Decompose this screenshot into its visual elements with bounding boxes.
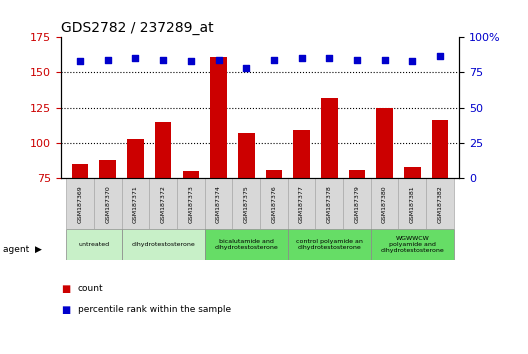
Point xyxy=(297,56,306,61)
Text: GSM187376: GSM187376 xyxy=(271,185,276,223)
Point xyxy=(353,57,361,63)
Text: ■: ■ xyxy=(61,284,70,293)
Point xyxy=(76,58,84,64)
Point xyxy=(408,58,417,64)
Text: GSM187378: GSM187378 xyxy=(327,185,332,223)
Text: control polyamide an
dihydrotestosterone: control polyamide an dihydrotestosterone xyxy=(296,239,363,250)
Bar xyxy=(376,108,393,284)
Bar xyxy=(94,178,121,229)
Text: GSM187371: GSM187371 xyxy=(133,185,138,223)
Point xyxy=(131,56,140,61)
Bar xyxy=(371,229,454,260)
Bar xyxy=(210,57,227,284)
Text: WGWWCW
polyamide and
dihydrotestosterone: WGWWCW polyamide and dihydrotestosterone xyxy=(380,236,444,253)
Bar xyxy=(288,178,315,229)
Bar xyxy=(205,178,232,229)
Bar xyxy=(183,171,199,284)
Text: untreated: untreated xyxy=(78,242,109,247)
Text: GSM187381: GSM187381 xyxy=(410,185,415,223)
Point xyxy=(270,57,278,63)
Text: GSM187372: GSM187372 xyxy=(161,185,166,223)
Text: count: count xyxy=(78,284,103,293)
Bar xyxy=(426,178,454,229)
Point xyxy=(380,57,389,63)
Bar xyxy=(99,160,116,284)
Text: GSM187370: GSM187370 xyxy=(105,185,110,223)
Bar xyxy=(288,229,371,260)
Bar xyxy=(266,170,282,284)
Bar xyxy=(121,229,205,260)
Text: GSM187380: GSM187380 xyxy=(382,185,387,223)
Bar xyxy=(127,139,144,284)
Bar xyxy=(72,164,88,284)
Text: GSM187382: GSM187382 xyxy=(438,185,442,223)
Bar xyxy=(343,178,371,229)
Bar xyxy=(371,178,399,229)
Bar xyxy=(348,170,365,284)
Bar xyxy=(399,178,426,229)
Bar xyxy=(238,133,254,284)
Text: GSM187375: GSM187375 xyxy=(244,185,249,223)
Bar xyxy=(432,120,448,284)
Bar xyxy=(66,178,94,229)
Bar xyxy=(121,178,149,229)
Point xyxy=(186,58,195,64)
Text: GSM187374: GSM187374 xyxy=(216,185,221,223)
Bar xyxy=(293,130,310,284)
Point xyxy=(325,56,334,61)
Point xyxy=(103,57,112,63)
Text: GSM187373: GSM187373 xyxy=(188,185,193,223)
Bar xyxy=(260,178,288,229)
Bar xyxy=(232,178,260,229)
Bar xyxy=(315,178,343,229)
Point xyxy=(242,65,250,71)
Text: agent  ▶: agent ▶ xyxy=(3,245,42,254)
Bar xyxy=(149,178,177,229)
Text: ■: ■ xyxy=(61,305,70,315)
Text: percentile rank within the sample: percentile rank within the sample xyxy=(78,305,231,314)
Text: bicalutamide and
dihydrotestosterone: bicalutamide and dihydrotestosterone xyxy=(214,239,278,250)
Bar xyxy=(404,167,421,284)
Bar xyxy=(155,122,172,284)
Bar xyxy=(205,229,288,260)
Text: GSM187369: GSM187369 xyxy=(78,185,82,223)
Text: dihydrotestosterone: dihydrotestosterone xyxy=(131,242,195,247)
Text: GSM187379: GSM187379 xyxy=(354,185,360,223)
Point xyxy=(159,57,167,63)
Bar xyxy=(177,178,205,229)
Point xyxy=(214,57,223,63)
Text: GSM187377: GSM187377 xyxy=(299,185,304,223)
Text: GDS2782 / 237289_at: GDS2782 / 237289_at xyxy=(61,21,213,35)
Bar xyxy=(321,98,337,284)
Point xyxy=(436,53,444,58)
Bar xyxy=(66,229,121,260)
